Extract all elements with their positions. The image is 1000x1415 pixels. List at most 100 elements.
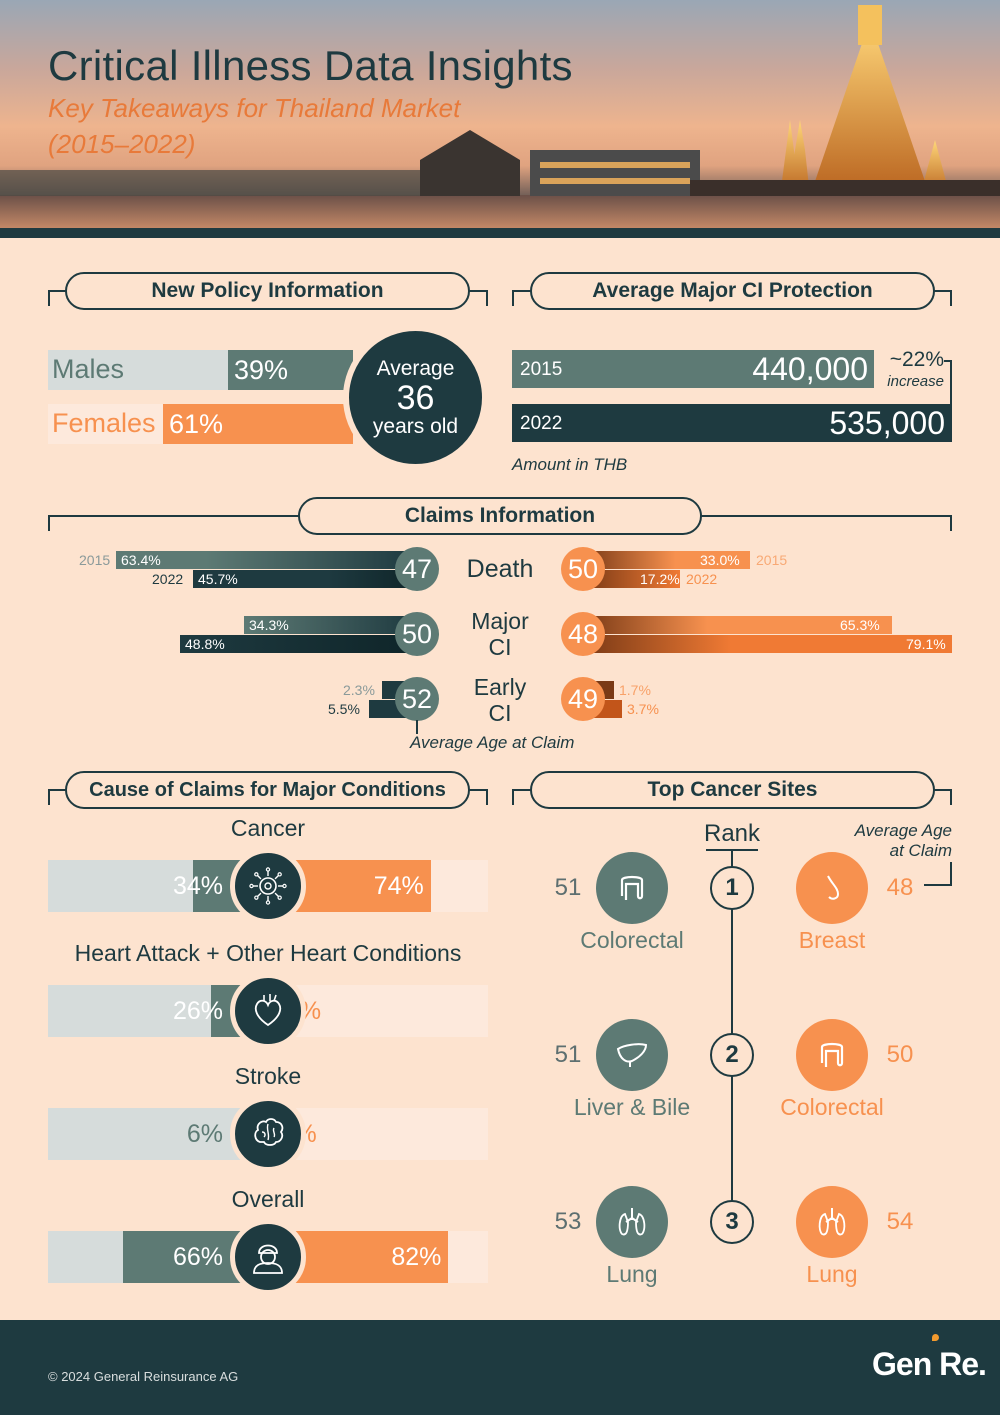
- death-year-2015-label: 2015: [79, 552, 111, 568]
- cause-male-pct: 66%: [172, 1243, 223, 1271]
- subtitle-text: Key Takeaways for Thailand Market: [48, 93, 461, 123]
- protection-bar-2022: [512, 404, 952, 442]
- death-male-age: 47: [395, 547, 439, 591]
- rank-badge: 1: [710, 866, 754, 910]
- female-site-age: 48: [886, 874, 914, 901]
- death-female-2015-bar: [584, 551, 750, 569]
- virus-icon: [230, 848, 306, 924]
- male-site-label: Lung: [606, 1261, 658, 1287]
- major-ci-male-2015-bar: [244, 616, 416, 634]
- female-lung-icon: [796, 1186, 868, 1258]
- increase-connector: [944, 360, 952, 404]
- age-header-line2: at Claim: [889, 841, 952, 860]
- page-subtitle: Key Takeaways for Thailand Market (2015–…: [48, 90, 518, 162]
- death-female-2022-bar: [584, 570, 680, 588]
- female-site-label: Colorectal: [780, 1094, 884, 1120]
- cause-label: Stroke: [234, 1063, 302, 1089]
- death-female-year-2015: 2015: [756, 552, 788, 568]
- genre-logo: Gen Re.: [872, 1346, 987, 1382]
- section-heading-protection: Average Major CI Protection: [530, 272, 935, 310]
- major-ci-female-2022: 79.1%: [906, 636, 946, 652]
- age-header: Average Age at Claim: [820, 821, 952, 861]
- male-site-age: 51: [554, 1041, 582, 1068]
- claim-type-major-ci: Major CI: [450, 608, 550, 660]
- major-ci-female-2022-bar: [584, 635, 952, 653]
- males-label: Males: [52, 354, 125, 384]
- subtitle-period: (2015–2022): [48, 129, 196, 159]
- female-site-label: Breast: [798, 927, 866, 953]
- avg-label-top: Average: [376, 356, 455, 380]
- rank-header: Rank: [703, 820, 761, 847]
- age-header-line1: Average Age: [854, 821, 952, 840]
- claim-type-early-ci-line1: Early: [473, 674, 527, 700]
- protection-value-2015: 440,000: [752, 351, 868, 387]
- cause-label: Heart Attack + Other Heart Conditions: [74, 940, 462, 966]
- average-age-badge: Average 36 years old: [343, 325, 488, 470]
- male-colon-icon: [596, 852, 668, 924]
- cause-male-pct: 6%: [186, 1120, 223, 1148]
- cause-female-pct: 74%: [373, 872, 424, 900]
- footer: [0, 1320, 1000, 1415]
- header-divider: [0, 228, 1000, 238]
- cause-label: Overall: [231, 1186, 305, 1212]
- early-ci-female-2022: 3.7%: [627, 701, 659, 717]
- females-pct: 61%: [169, 408, 224, 439]
- male-site-age: 53: [554, 1208, 582, 1235]
- protection-year-2015: 2015: [520, 359, 563, 380]
- rank-badge: 3: [710, 1200, 754, 1244]
- cause-label: Cancer: [230, 815, 306, 841]
- male-site-label: Colorectal: [580, 927, 684, 953]
- death-male-2022-bar: [193, 570, 416, 588]
- early-ci-male-age: 52: [395, 677, 439, 721]
- section-bracket: [512, 290, 952, 306]
- death-male-2022: 45.7%: [198, 571, 238, 587]
- increase-pct: ~22%: [889, 348, 944, 371]
- major-ci-female-2015-bar: [584, 616, 892, 634]
- logo-accent: [932, 1334, 939, 1341]
- early-ci-male-2015: 2.3%: [343, 682, 375, 698]
- females-bar: 61%: [163, 404, 353, 444]
- major-ci-male-age: 50: [395, 612, 439, 656]
- protection-bar-2015: [512, 350, 874, 388]
- female-site-age: 50: [886, 1041, 914, 1068]
- female-breast-icon: [796, 852, 868, 924]
- major-ci-female-age: 48: [561, 612, 605, 656]
- death-year-2022-label: 2022: [152, 571, 184, 587]
- claim-type-early-ci-line2: CI: [488, 700, 512, 726]
- section-heading-cancer-sites: Top Cancer Sites: [530, 771, 935, 809]
- section-bracket: [48, 290, 488, 306]
- early-ci-male-2022: 5.5%: [328, 701, 360, 717]
- death-female-2022: 17.2%: [640, 571, 680, 587]
- protection-value-2022: 535,000: [829, 405, 945, 441]
- footnote-tick: [416, 720, 418, 734]
- avg-age-value: 36: [396, 378, 435, 417]
- male-lung-icon: [596, 1186, 668, 1258]
- males-bar: 39%: [228, 350, 353, 390]
- death-male-2015: 63.4%: [121, 552, 161, 568]
- major-ci-male-2015: 34.3%: [249, 617, 289, 633]
- major-ci-male-2022: 48.8%: [185, 636, 225, 652]
- section-heading-new-policy: New Policy Information: [65, 272, 470, 310]
- early-ci-female-2015: 1.7%: [619, 682, 651, 698]
- protection-year-2022: 2022: [520, 413, 563, 434]
- claims-footnote: Average Age at Claim: [410, 733, 575, 752]
- hero-banner: [0, 0, 1000, 230]
- age-header-connector: [924, 862, 952, 886]
- copyright: © 2024 General Reinsurance AG: [48, 1369, 239, 1384]
- death-female-2015: 33.0%: [700, 552, 740, 568]
- claim-type-major-ci-line2: CI: [488, 634, 512, 660]
- brain-icon: [230, 1096, 306, 1172]
- increase-label: increase: [887, 373, 944, 390]
- section-heading-causes: Cause of Claims for Major Conditions: [65, 771, 470, 809]
- cause-male-pct: 34%: [172, 872, 223, 900]
- major-ci-female-2015: 65.3%: [840, 617, 880, 633]
- early-ci-female-age: 49: [561, 677, 605, 721]
- amount-unit-note: Amount in THB: [512, 455, 628, 474]
- claim-type-death: Death: [466, 555, 534, 583]
- major-ci-male-2022-bar: [180, 635, 416, 653]
- male-site-age: 51: [554, 874, 582, 901]
- person-icon: [230, 1219, 306, 1295]
- male-liver-icon: [596, 1019, 668, 1091]
- heart-icon: [230, 973, 306, 1049]
- female-colon-icon: [796, 1019, 868, 1091]
